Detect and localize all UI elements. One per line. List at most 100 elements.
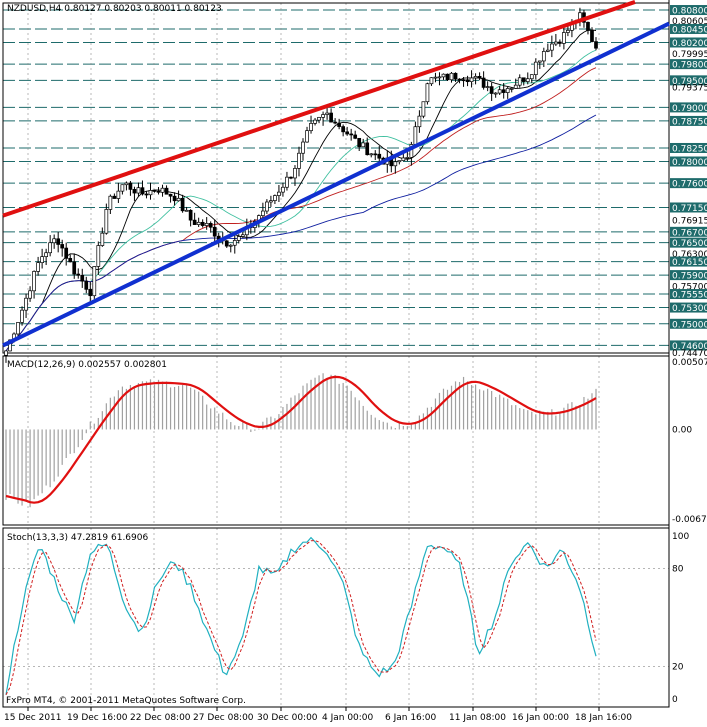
candle-body	[525, 78, 530, 82]
candle-body	[269, 200, 273, 203]
candle-body	[144, 193, 149, 196]
x-tick-label: 19 Dec 16:00	[67, 713, 128, 723]
price-tick-label: 0.80605	[672, 17, 707, 27]
stochastic-tick-label: 100	[672, 532, 689, 542]
candle-body	[204, 223, 209, 226]
price-level-label: 0.76150	[672, 258, 707, 268]
candle-body	[433, 76, 438, 79]
stochastic-main-line	[5, 536, 597, 695]
candle-body	[80, 274, 85, 282]
price-level-label: 0.80200	[672, 39, 707, 49]
candle-body	[558, 41, 562, 44]
candle-body	[132, 189, 137, 194]
candle-body	[317, 117, 321, 121]
price-tick-label: 0.79375	[672, 84, 707, 94]
candle-body	[301, 141, 305, 154]
macd-tick-label: -0.00673	[672, 515, 707, 525]
candle-body	[164, 187, 169, 195]
candle-body	[477, 76, 482, 79]
candle-body	[84, 280, 89, 290]
ma-long-line	[5, 114, 597, 352]
candle-body	[200, 221, 205, 226]
candle-body	[509, 88, 514, 90]
candle-body	[96, 245, 101, 267]
candle-body	[537, 60, 542, 63]
candle-body	[60, 244, 65, 249]
candle-body	[265, 201, 269, 212]
candle-body	[140, 187, 145, 195]
candle-body	[457, 78, 462, 81]
candle-body	[52, 238, 57, 244]
stochastic-tick-label: 0	[672, 695, 678, 705]
price-level-label: 0.80800	[672, 7, 707, 17]
candle-body	[417, 115, 422, 128]
candle-body	[36, 262, 40, 272]
ma-mid-line	[5, 49, 597, 352]
candle-body	[285, 176, 289, 188]
candle-body	[545, 49, 550, 52]
candle-body	[277, 191, 281, 196]
candle-body	[493, 92, 498, 95]
price-tick-label: 0.76915	[672, 217, 707, 227]
candle-body	[533, 61, 538, 76]
candle-body	[586, 21, 590, 31]
macd-tick-label: 0.00	[672, 425, 692, 435]
candle-body	[28, 290, 32, 299]
candle-body	[261, 210, 265, 216]
candle-body	[92, 266, 97, 297]
candle-body	[449, 72, 454, 81]
macd-tick-label: 0.00507	[672, 358, 707, 368]
price-level-box	[670, 59, 707, 70]
price-level-box	[670, 156, 707, 167]
stochastic-label: Stoch(13,3,3) 47.2819 61.6906	[7, 533, 148, 543]
candle-body	[485, 86, 490, 88]
ma-fast-line	[5, 29, 597, 352]
candle-body	[100, 232, 105, 246]
price-level-label: 0.75000	[672, 320, 707, 330]
candle-body	[562, 32, 566, 44]
price-tick-label: 0.76300	[672, 250, 707, 260]
price-level-box	[670, 270, 707, 281]
candle-body	[156, 190, 161, 193]
price-level-box	[670, 37, 707, 48]
candle-body	[445, 73, 450, 81]
price-level-label: 0.78250	[672, 144, 707, 154]
candle-body	[68, 258, 73, 263]
price-level-box	[670, 5, 707, 16]
candle-body	[176, 197, 181, 202]
candle-body	[104, 209, 109, 234]
price-level-box	[670, 102, 707, 113]
candle-body	[40, 256, 44, 263]
price-level-label: 0.79000	[672, 104, 707, 114]
candle-body	[501, 89, 506, 93]
candle-body	[461, 79, 466, 82]
x-tick-label: 6 Jan 16:00	[385, 713, 437, 723]
channel-lower-line	[2, 21, 670, 348]
candle-body	[554, 41, 558, 45]
price-level-box	[670, 302, 707, 313]
candle-body	[541, 51, 546, 62]
candle-body	[289, 176, 293, 179]
candle-body	[240, 234, 245, 237]
x-tick-label: 4 Jan 00:00	[322, 713, 374, 723]
candle-body	[212, 226, 217, 237]
candle-body	[293, 168, 297, 179]
candle-body	[64, 247, 69, 259]
candle-body	[160, 187, 165, 193]
candle-body	[273, 195, 277, 201]
candle-body	[373, 153, 378, 156]
price-level-label: 0.78000	[672, 158, 707, 168]
copyright-label: FxPro MT4, © 2001-2011 MetaQuotes Softwa…	[6, 696, 246, 706]
candle-body	[16, 322, 20, 335]
price-level-box	[670, 75, 707, 86]
price-tick-label: 0.79995	[672, 50, 707, 60]
channel-upper-line	[2, 0, 636, 218]
candle-body	[513, 84, 518, 89]
candle-body	[365, 142, 370, 156]
candle-body	[489, 86, 494, 94]
stochastic-panel	[2, 527, 670, 708]
candle-body	[333, 121, 337, 124]
macd-signal-line	[5, 375, 597, 504]
